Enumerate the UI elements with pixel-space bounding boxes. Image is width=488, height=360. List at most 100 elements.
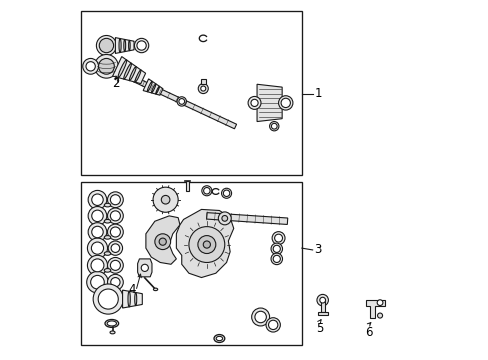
Ellipse shape <box>104 203 110 207</box>
Circle shape <box>265 318 280 332</box>
Circle shape <box>87 238 107 258</box>
Polygon shape <box>134 77 236 129</box>
Polygon shape <box>366 300 384 318</box>
Circle shape <box>107 224 123 240</box>
Ellipse shape <box>128 291 130 307</box>
Circle shape <box>254 311 266 323</box>
Ellipse shape <box>118 60 126 78</box>
Ellipse shape <box>123 63 131 79</box>
Circle shape <box>82 58 99 74</box>
Circle shape <box>141 264 148 271</box>
Circle shape <box>271 123 277 129</box>
Text: 6: 6 <box>364 326 371 339</box>
Circle shape <box>91 242 103 254</box>
Polygon shape <box>176 210 233 278</box>
Circle shape <box>93 284 123 314</box>
Circle shape <box>110 211 120 221</box>
Circle shape <box>177 97 186 106</box>
Circle shape <box>251 308 269 326</box>
Ellipse shape <box>155 86 159 94</box>
Circle shape <box>110 278 120 287</box>
Ellipse shape <box>151 84 156 93</box>
Text: 3: 3 <box>314 243 321 256</box>
Circle shape <box>201 86 205 91</box>
Circle shape <box>153 187 178 212</box>
Polygon shape <box>257 84 282 122</box>
Circle shape <box>316 294 328 306</box>
Circle shape <box>250 99 258 107</box>
Circle shape <box>155 234 170 249</box>
Polygon shape <box>137 259 152 277</box>
Circle shape <box>271 231 285 244</box>
Circle shape <box>198 235 215 253</box>
Circle shape <box>92 226 103 238</box>
Circle shape <box>247 96 261 109</box>
Polygon shape <box>115 38 134 53</box>
Ellipse shape <box>123 40 125 51</box>
Circle shape <box>88 207 106 225</box>
Ellipse shape <box>135 292 137 306</box>
Circle shape <box>94 54 118 78</box>
Ellipse shape <box>104 235 110 239</box>
Ellipse shape <box>147 81 152 92</box>
Circle shape <box>278 96 292 110</box>
Ellipse shape <box>104 252 110 255</box>
Text: 5: 5 <box>316 322 323 335</box>
Circle shape <box>92 194 103 206</box>
Bar <box>320 300 324 312</box>
Text: 4: 4 <box>128 283 135 296</box>
Bar <box>317 312 327 315</box>
Ellipse shape <box>214 334 224 342</box>
Circle shape <box>222 216 227 221</box>
Circle shape <box>108 241 122 255</box>
Circle shape <box>90 275 104 289</box>
Circle shape <box>223 190 229 197</box>
Circle shape <box>159 238 166 245</box>
Ellipse shape <box>105 319 119 327</box>
Circle shape <box>88 190 106 209</box>
Circle shape <box>274 234 282 242</box>
Circle shape <box>110 227 120 237</box>
Circle shape <box>270 243 282 255</box>
Circle shape <box>86 62 95 71</box>
Circle shape <box>99 58 114 74</box>
Ellipse shape <box>110 331 115 334</box>
Circle shape <box>268 320 277 329</box>
Ellipse shape <box>104 220 110 223</box>
Circle shape <box>377 313 382 318</box>
Ellipse shape <box>107 321 116 326</box>
Circle shape <box>99 39 113 53</box>
Circle shape <box>96 36 116 55</box>
Circle shape <box>111 244 120 252</box>
Circle shape <box>202 186 211 196</box>
Ellipse shape <box>119 39 121 53</box>
Circle shape <box>198 84 208 94</box>
Polygon shape <box>206 213 287 225</box>
Circle shape <box>273 245 280 252</box>
Circle shape <box>91 259 104 272</box>
Text: 1: 1 <box>314 87 321 100</box>
Circle shape <box>269 122 278 131</box>
Bar <box>201 78 205 84</box>
Circle shape <box>107 274 123 290</box>
Circle shape <box>137 41 146 50</box>
Circle shape <box>270 253 282 265</box>
Circle shape <box>188 226 224 262</box>
Polygon shape <box>122 290 142 308</box>
Circle shape <box>110 195 120 205</box>
Circle shape <box>281 98 290 108</box>
Circle shape <box>87 255 107 275</box>
Polygon shape <box>145 216 180 264</box>
Circle shape <box>134 39 148 53</box>
Circle shape <box>179 99 184 104</box>
Ellipse shape <box>216 336 222 341</box>
Circle shape <box>273 255 280 262</box>
Circle shape <box>107 257 123 273</box>
Ellipse shape <box>135 70 141 82</box>
Circle shape <box>319 297 325 303</box>
Polygon shape <box>112 57 145 84</box>
Polygon shape <box>143 79 163 95</box>
Ellipse shape <box>153 288 158 291</box>
Circle shape <box>92 210 103 222</box>
Circle shape <box>107 208 123 224</box>
